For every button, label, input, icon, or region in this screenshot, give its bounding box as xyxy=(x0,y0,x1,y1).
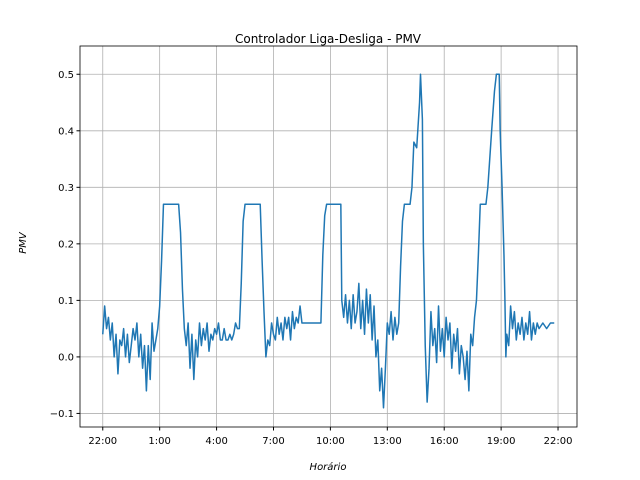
x-axis-label: Horário xyxy=(310,461,347,473)
x-tick-label: 19:00 xyxy=(487,436,516,447)
y-tick-label: 0.5 xyxy=(58,70,74,81)
data-line xyxy=(102,73,555,409)
y-tick-label: 0.2 xyxy=(58,239,74,250)
y-tick-label: 0.0 xyxy=(58,352,74,363)
y-axis-label: PMV xyxy=(18,231,29,254)
x-tick-label: 16:00 xyxy=(430,436,459,447)
y-tick-label: −0.1 xyxy=(50,409,74,420)
y-tick-label: 0.3 xyxy=(58,183,74,194)
x-tick-label: 22:00 xyxy=(88,436,117,447)
x-tick-label: 7:00 xyxy=(262,436,284,447)
plot-frame xyxy=(79,45,578,428)
y-tick-label: 0.4 xyxy=(58,126,74,137)
x-tick-label: 1:00 xyxy=(148,436,170,447)
x-tick-label: 10:00 xyxy=(316,436,345,447)
y-tick-label: 0.1 xyxy=(58,296,74,307)
x-tick-label: 13:00 xyxy=(373,436,402,447)
chart-title: Controlador Liga-Desliga - PMV xyxy=(235,32,422,46)
x-tick-label: 22:00 xyxy=(544,436,573,447)
x-tick-label: 4:00 xyxy=(205,436,227,447)
